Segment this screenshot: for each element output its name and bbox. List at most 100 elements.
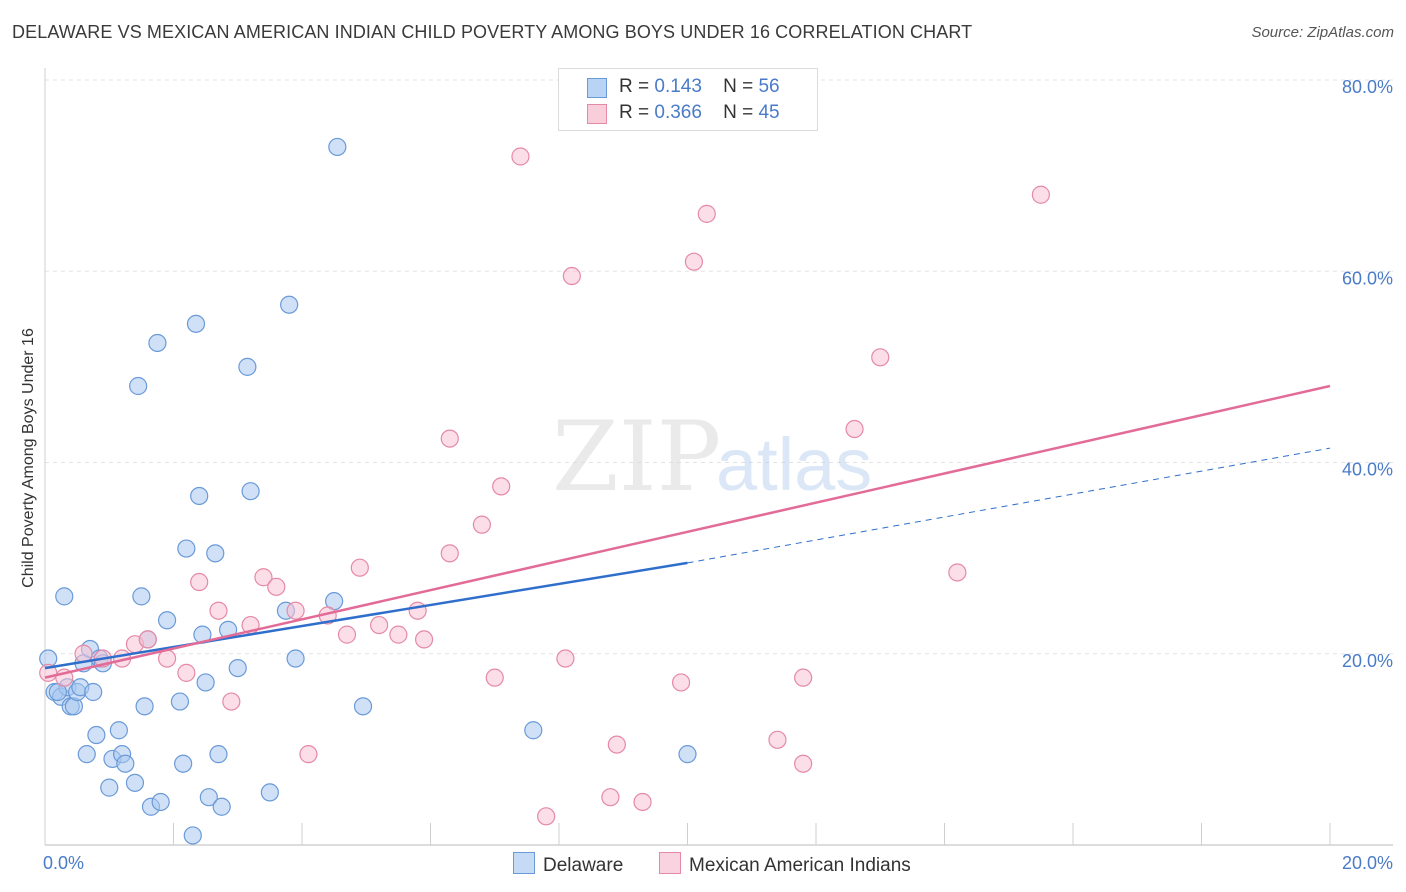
point-mexican-american-indians	[299, 745, 318, 764]
bottom-legend-swatch-mexican-american-indians	[659, 852, 681, 874]
legend-r-value: 0.143	[654, 76, 702, 97]
point-mexican-american-indians	[871, 348, 890, 367]
point-mexican-american-indians	[768, 730, 787, 749]
point-delaware	[100, 778, 119, 797]
trend-line-mexican-american-indians	[44, 384, 1331, 679]
point-mexican-american-indians	[671, 673, 691, 692]
point-mexican-american-indians	[562, 266, 581, 286]
legend-swatch-delaware	[587, 78, 607, 98]
bottom-legend-label-mexican-american-indians: Mexican American Indians	[689, 855, 911, 876]
point-delaware	[186, 314, 206, 333]
point-mexican-american-indians	[267, 577, 286, 596]
point-delaware	[190, 486, 209, 506]
point-delaware	[209, 745, 228, 764]
legend-r-label: R =	[619, 76, 650, 97]
point-delaware	[109, 721, 128, 740]
point-delaware	[678, 745, 697, 764]
y-tick-label: 40.0%	[1342, 460, 1393, 480]
point-delaware	[353, 697, 373, 716]
grid-lines	[45, 79, 1393, 655]
point-delaware	[148, 333, 167, 353]
point-mexican-american-indians	[556, 649, 575, 668]
point-mexican-american-indians	[440, 544, 459, 563]
point-mexican-american-indians	[511, 147, 530, 166]
point-mexican-american-indians	[408, 601, 427, 620]
point-delaware	[196, 673, 215, 692]
point-mexican-american-indians	[492, 477, 511, 496]
x-tick-label: 20.0%	[1342, 853, 1393, 873]
trend-line-delaware-extension	[687, 447, 1331, 564]
point-delaware	[116, 754, 135, 773]
point-mexican-american-indians	[948, 563, 967, 582]
point-delaware	[135, 697, 154, 716]
trend-line-delaware	[44, 561, 688, 670]
point-mexican-american-indians	[537, 807, 556, 826]
point-delaware	[129, 376, 148, 396]
point-mexican-american-indians	[350, 558, 369, 577]
point-delaware	[174, 754, 193, 773]
point-mexican-american-indians	[389, 625, 408, 644]
bottom-legend-delaware: Delaware	[513, 852, 623, 877]
point-delaware	[228, 658, 247, 678]
point-mexican-american-indians	[286, 601, 305, 620]
legend-r-label: R =	[619, 102, 650, 123]
chart-source: Source: ZipAtlas.com	[1251, 24, 1394, 41]
point-mexican-american-indians	[222, 692, 241, 711]
point-delaware	[212, 797, 231, 816]
point-mexican-american-indians	[177, 663, 196, 682]
point-delaware	[151, 792, 170, 812]
point-mexican-american-indians	[697, 204, 716, 223]
point-mexican-american-indians	[337, 625, 357, 644]
point-mexican-american-indians	[138, 630, 157, 649]
legend-n-label: N =	[723, 76, 754, 97]
bottom-legend-label-delaware: Delaware	[543, 855, 624, 876]
axes	[44, 68, 1393, 846]
point-delaware	[157, 611, 177, 630]
point-mexican-american-indians	[684, 252, 704, 271]
point-delaware	[84, 682, 103, 702]
point-delaware	[77, 745, 96, 764]
y-tick-label: 80.0%	[1342, 77, 1393, 97]
legend-n-value: 56	[758, 76, 780, 97]
point-mexican-american-indians	[845, 419, 864, 439]
point-delaware	[55, 587, 74, 606]
point-delaware	[132, 587, 151, 606]
point-delaware	[238, 357, 257, 376]
point-delaware	[206, 544, 225, 563]
point-delaware	[280, 295, 299, 314]
point-mexican-american-indians	[1031, 185, 1050, 204]
point-mexican-american-indians	[607, 735, 626, 754]
y-axis-label: Child Poverty Among Boys Under 16	[20, 328, 37, 588]
point-mexican-american-indians	[370, 615, 389, 635]
point-mexican-american-indians	[414, 630, 434, 649]
legend-n-label: N =	[723, 102, 754, 123]
point-delaware	[87, 725, 106, 745]
point-mexican-american-indians	[485, 668, 504, 687]
point-delaware	[328, 137, 347, 157]
point-mexican-american-indians	[254, 568, 273, 587]
point-mexican-american-indians	[601, 788, 620, 807]
point-delaware	[125, 773, 145, 792]
bottom-legend-swatch-delaware	[513, 852, 535, 874]
scatter-points	[39, 137, 1050, 845]
legend-swatch-mexican-american-indians	[587, 104, 607, 124]
point-delaware	[286, 649, 305, 668]
point-mexican-american-indians	[190, 572, 209, 592]
point-delaware	[183, 826, 202, 845]
point-delaware	[241, 482, 260, 501]
tick-labels: 20.0% 40.0% 60.0% 80.0% 0.0% 20.0%	[43, 77, 1393, 873]
y-tick-label: 60.0%	[1342, 268, 1393, 288]
point-delaware	[199, 788, 218, 807]
y-tick-label: 20.0%	[1342, 651, 1393, 671]
point-mexican-american-indians	[794, 668, 813, 687]
point-delaware	[170, 692, 190, 711]
point-delaware	[524, 721, 543, 740]
watermark-zip: ZIP	[552, 401, 721, 513]
stats-legend: R = 0.143 N = 56 R = 0.366 N = 45	[558, 68, 818, 131]
point-delaware	[177, 539, 196, 558]
point-mexican-american-indians	[157, 649, 177, 668]
watermark-atlas: atlas	[716, 423, 872, 506]
watermark: ZIP atlas	[552, 401, 872, 513]
point-mexican-american-indians	[472, 515, 491, 534]
